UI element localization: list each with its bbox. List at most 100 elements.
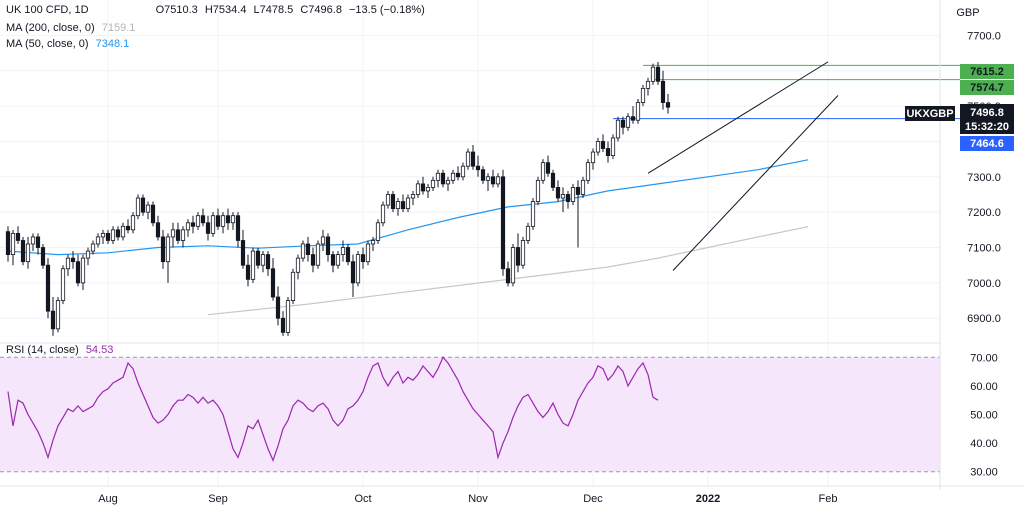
candle xyxy=(445,176,451,191)
candle xyxy=(575,180,581,248)
candle xyxy=(5,226,11,262)
candle-body xyxy=(5,231,11,255)
candle xyxy=(225,208,231,230)
candle-body xyxy=(565,194,571,202)
candle xyxy=(190,215,196,234)
candle xyxy=(180,226,186,248)
candle-body xyxy=(410,194,416,199)
candle xyxy=(590,148,596,170)
candle xyxy=(660,70,666,110)
candle-body xyxy=(105,232,111,241)
rsi-band xyxy=(0,357,940,472)
ohlc-change: −13.5 (−0.18%) xyxy=(349,4,425,16)
candle-body xyxy=(115,229,121,238)
candle-body xyxy=(380,204,386,224)
candle xyxy=(260,251,266,273)
candle xyxy=(90,240,96,255)
legend-rsi[interactable]: RSI (14, close) 54.53 xyxy=(6,344,117,356)
candle xyxy=(305,236,311,262)
candle xyxy=(245,254,251,287)
candle xyxy=(645,77,651,96)
candle-body xyxy=(630,116,636,121)
candle xyxy=(375,219,381,244)
candle-body xyxy=(420,183,426,192)
candle xyxy=(35,233,41,255)
candle xyxy=(140,194,146,216)
legend-ma50[interactable]: MA (50, close, 0) 7348.1 xyxy=(6,38,133,50)
ma200-line-group xyxy=(207,226,809,316)
candle-body xyxy=(495,176,501,185)
candle-body xyxy=(40,247,46,266)
svg-text:7615.2: 7615.2 xyxy=(970,66,1004,78)
candle xyxy=(410,190,416,206)
candle-body xyxy=(600,141,606,149)
candle-body xyxy=(665,102,671,108)
candle xyxy=(320,229,326,252)
candle xyxy=(25,236,31,269)
candle-body xyxy=(255,250,261,266)
candle-body xyxy=(325,236,331,255)
ohlc-open: O7510.3 xyxy=(155,4,198,16)
candle-body xyxy=(555,187,561,199)
month-tick-label: 2022 xyxy=(696,493,720,505)
svg-text:15:32:20: 15:32:20 xyxy=(965,121,1009,133)
candle-body xyxy=(300,243,306,259)
candle xyxy=(385,190,391,209)
candle xyxy=(20,236,26,266)
candle-body xyxy=(475,165,481,171)
candle-body xyxy=(615,119,621,139)
candle-body xyxy=(460,165,466,178)
candle-body xyxy=(310,254,316,266)
candle-body xyxy=(140,197,146,213)
legend-main[interactable]: UK 100 CFD, 1D O7510.3 H7534.4 L7478.5 C… xyxy=(6,4,429,16)
candle xyxy=(620,116,626,135)
candle xyxy=(355,251,361,287)
candle-body xyxy=(365,243,371,263)
candle-body xyxy=(175,229,181,241)
candle-body xyxy=(265,254,271,270)
candle-body xyxy=(480,169,486,181)
candle-body xyxy=(435,172,441,181)
symbol-title[interactable]: UK 100 CFD, 1D xyxy=(6,4,89,16)
month-tick-label: Aug xyxy=(98,493,118,505)
candle xyxy=(595,137,601,156)
candle xyxy=(565,190,571,209)
candle xyxy=(205,215,211,241)
candle-body xyxy=(570,187,576,202)
legend-ma200[interactable]: MA (200, close, 0) 7159.1 xyxy=(6,22,139,34)
candle-body xyxy=(360,254,366,263)
candle-body xyxy=(650,66,656,82)
candle-body xyxy=(200,215,206,224)
candle-body xyxy=(330,254,336,266)
candle-body xyxy=(335,254,341,266)
candle xyxy=(185,219,191,237)
ma200-line xyxy=(207,226,809,316)
candle-body xyxy=(345,247,351,263)
candle xyxy=(560,187,566,213)
candle xyxy=(530,198,536,230)
rsi-axis-ticks[interactable]: 70.00 60.00 50.00 40.00 30.00 xyxy=(970,352,998,478)
candle-body xyxy=(510,247,516,284)
price-tick-label: 6900.0 xyxy=(967,313,1001,325)
candle xyxy=(270,258,276,301)
candle-body xyxy=(90,243,96,252)
candle xyxy=(195,212,201,230)
candle xyxy=(45,258,51,319)
candle-body xyxy=(660,80,666,103)
candle xyxy=(535,176,541,206)
candle xyxy=(350,254,356,298)
candle xyxy=(485,173,491,191)
candle xyxy=(515,233,521,273)
candle-body xyxy=(250,250,256,280)
candle-body xyxy=(590,151,596,164)
time-axis-ticks[interactable]: Aug Sep Oct Nov Dec 2022 Feb xyxy=(98,493,837,505)
candle-body xyxy=(205,222,211,234)
candle-body xyxy=(430,179,436,188)
month-tick-label: Feb xyxy=(819,493,838,505)
level-label-7615: 7615.2 xyxy=(960,64,1014,79)
candle-body xyxy=(80,257,86,284)
candle-body xyxy=(445,179,451,185)
price-levels xyxy=(0,64,960,473)
candle xyxy=(240,229,246,269)
candle-body xyxy=(405,197,411,210)
